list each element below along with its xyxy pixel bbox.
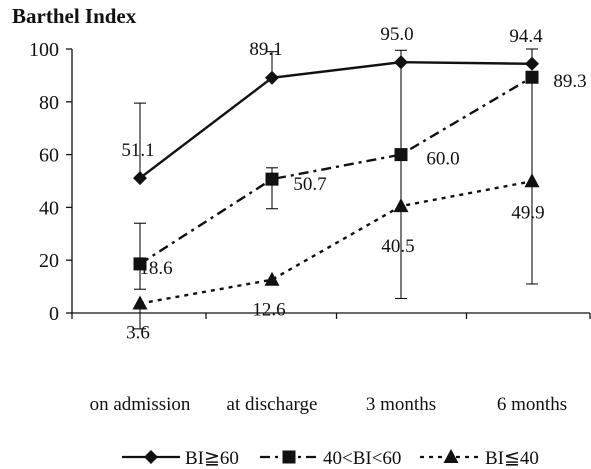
data-label: 40.5: [381, 236, 414, 257]
data-label: 49.9: [511, 202, 544, 223]
y-tick-label: 0: [49, 303, 59, 325]
data-point: [394, 55, 408, 70]
data-point: [393, 198, 409, 213]
data-label: 50.7: [293, 174, 326, 195]
data-point: [132, 295, 148, 310]
legend-marker: [144, 450, 158, 464]
data-label: 94.4: [509, 26, 543, 47]
data-label: 51.1: [121, 140, 154, 161]
x-tick-label: 3 months: [366, 394, 436, 415]
y-tick-label: 40: [39, 197, 59, 219]
series-line: [139, 60, 533, 180]
legend-item: 40<BI<60: [260, 448, 401, 469]
axes: 0 20 40 60 80 100 on admission at discharge 3 mo…: [29, 39, 591, 415]
x-tick-label: 6 months: [497, 394, 567, 415]
data-point: [525, 56, 539, 71]
legend: BI≧60 40<BI<60 BI≦40: [122, 448, 539, 469]
legend-label: 40<BI<60: [323, 448, 401, 469]
error-bars: [134, 48, 538, 330]
data-point: [394, 148, 408, 162]
legend-marker: [282, 450, 296, 464]
data-point: [524, 173, 540, 188]
legend-item: BI≦40: [420, 448, 539, 469]
data-point: [525, 70, 539, 84]
data-point: [264, 271, 280, 286]
series-line: [139, 180, 533, 305]
y-tick-label: 20: [39, 250, 59, 272]
series-lines: [139, 60, 533, 305]
legend-item: BI≧60: [122, 448, 239, 469]
data-label: 3.6: [126, 322, 150, 343]
data-point: [133, 171, 147, 186]
data-point: [265, 172, 279, 186]
data-labels: 51.1 89.1 95.0 94.4 18.6 50.7 60.0 89.3 3.6 12.6 4…: [121, 24, 586, 343]
legend-label: BI≧60: [185, 448, 239, 469]
x-tick-label: at discharge: [227, 394, 318, 415]
y-tick-label: 100: [29, 39, 59, 61]
series-markers: [132, 55, 540, 310]
data-label: 89.3: [553, 71, 586, 92]
data-point: [133, 257, 147, 271]
y-tick-label: 80: [39, 92, 59, 114]
data-label: 18.6: [139, 258, 172, 279]
legend-marker: [443, 449, 459, 463]
y-tick-label: 60: [39, 145, 59, 167]
data-label: 95.0: [380, 24, 413, 45]
x-tick-label: on admission: [90, 394, 191, 415]
data-point: [265, 70, 279, 85]
series-line: [139, 76, 533, 265]
y-axis-title: Barthel Index: [12, 4, 137, 28]
data-label: 60.0: [426, 149, 459, 170]
data-label: 89.1: [249, 39, 282, 60]
legend-label: BI≦40: [485, 448, 539, 469]
data-label: 12.6: [252, 300, 285, 321]
